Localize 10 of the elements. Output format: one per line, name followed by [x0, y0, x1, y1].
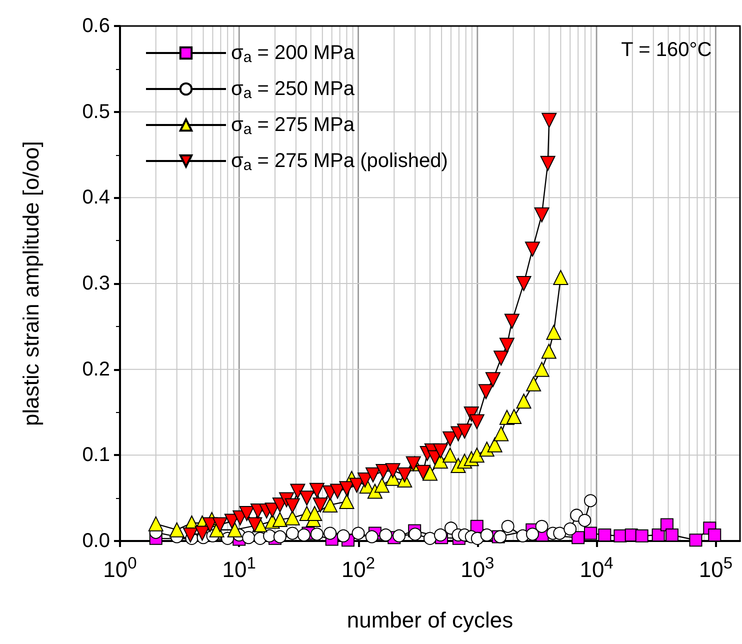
annotation: T = 160°C — [621, 39, 712, 61]
y-axis-title: plastic strain amplitude [o/oo] — [18, 141, 44, 426]
y-tick-label: 0.2 — [82, 358, 110, 380]
y-tick-label: 0.4 — [82, 186, 110, 209]
y-tick-label: 0.6 — [82, 15, 110, 37]
y-tick-label: 0.1 — [82, 444, 110, 466]
y-tick-label: 0.3 — [82, 272, 110, 294]
y-tick-label: 0.0 — [82, 530, 110, 552]
x-axis-title: number of cycles — [346, 608, 514, 632]
y-tick-label: 0.5 — [82, 100, 110, 123]
